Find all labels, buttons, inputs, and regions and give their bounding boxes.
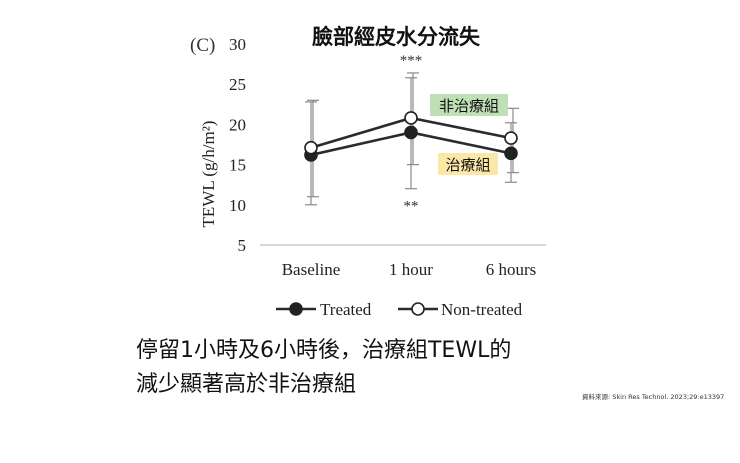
data-point-treated [504,146,518,161]
caption-line-2: 減少顯著高於非治療組 [136,372,357,397]
data-points [304,111,518,162]
caption: 停留1小時及6小時後，治療組TEWL的 減少顯著高於非治療組 [136,334,606,402]
callout-label-non-treated: 非治療組 [439,97,499,115]
y-tick-label: 5 [238,236,247,255]
y-axis-label: TEWL (g/h/m²) [199,121,218,228]
y-tick-label: 20 [229,115,246,134]
significance-marker: ** [404,199,419,215]
data-point-non-treated [304,140,318,155]
y-tick-label: 30 [229,35,246,54]
x-category-label: 1 hour [389,260,433,279]
caption-line-1: 停留1小時及6小時後，治療組TEWL的 [136,338,512,363]
x-category-label: Baseline [282,260,341,279]
legend-label: Non-treated [441,300,523,319]
legend-marker [411,302,425,316]
data-point-non-treated [504,131,518,145]
legend-marker [289,302,303,316]
legend: Treated Non-treated [276,300,523,319]
y-tick-label: 15 [229,156,246,175]
x-category-label: 6 hours [486,260,537,279]
significance-annotations: ***** [400,53,423,215]
data-point-treated [404,125,418,140]
y-tick-label: 10 [229,196,246,215]
callout-box-non-treated [430,94,508,116]
callout-label-treated: 治療組 [445,156,490,174]
y-tick-label: 25 [229,75,246,94]
x-category-labels: Baseline 1 hour 6 hours [282,260,537,279]
data-point-non-treated [404,111,418,125]
panel-label: (C) [190,35,215,56]
y-tick-labels: 5 10 15 20 25 30 [229,35,246,255]
legend-label: Treated [320,300,372,319]
source-citation: 資料來源: Skin Res Technol. 2023;29:e13397 [582,393,725,401]
chart-title: 臉部經皮水分流失 [312,25,481,49]
tewl-chart: 臉部經皮水分流失 (C) TEWL (g/h/m²) 5 10 15 20 25 30 B… [190,25,546,319]
callout-box-treated [438,153,498,175]
significance-marker: *** [400,53,423,69]
